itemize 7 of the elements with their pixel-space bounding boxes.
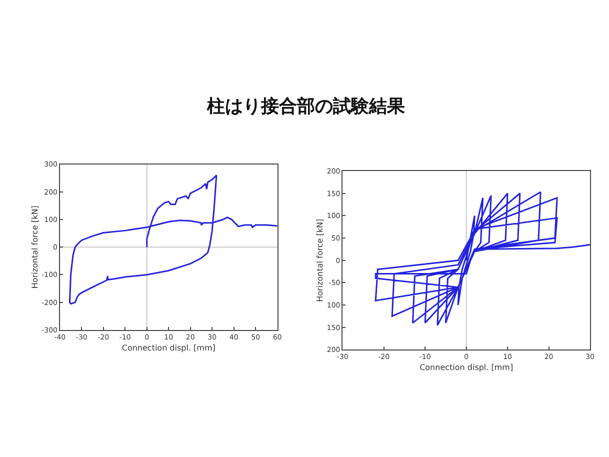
chart-title: 柱はり接合部の試験結果	[206, 96, 406, 117]
line-series	[374, 191, 590, 326]
y-axis-title: Horizontal force [kN]	[316, 218, 325, 302]
line-series	[68, 174, 278, 304]
x-axis-title: Connection displ. [mm]	[122, 343, 216, 352]
y-axis-title: Horizontal force [kN]	[30, 206, 40, 289]
x-axis-title: Connection displ. [mm]	[420, 363, 514, 372]
